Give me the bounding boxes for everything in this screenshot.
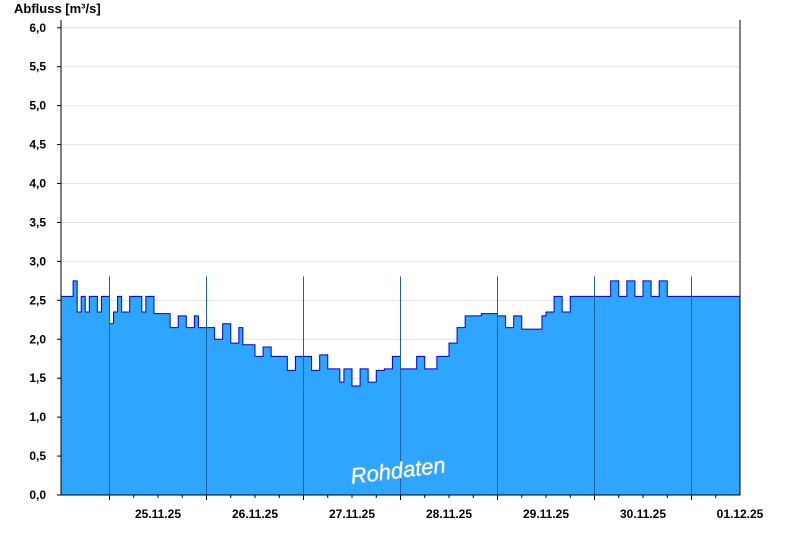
y-tick-label: 1,5 xyxy=(29,371,46,385)
y-tick-label: 3,0 xyxy=(29,254,46,268)
y-tick-label: 5,0 xyxy=(29,99,46,113)
x-tick-label: 27.11.25 xyxy=(329,507,375,521)
x-tick-label: 30.11.25 xyxy=(620,507,666,521)
x-ticks: 25.11.25 26.11.25 27.11.25 28.11.25 29.11.25… xyxy=(109,495,764,521)
y-tick-label: 2,0 xyxy=(29,332,46,346)
y-tick-label: 5,5 xyxy=(29,60,46,74)
y-tick-label: 3,5 xyxy=(29,215,46,229)
x-tick-label: 01.12.25 xyxy=(717,507,764,521)
y-tick-label: 4,5 xyxy=(29,138,46,152)
y-tick-label: 0,5 xyxy=(29,449,46,463)
y-tick-label: 0,0 xyxy=(29,488,46,502)
x-tick-label: 26.11.25 xyxy=(232,507,278,521)
y-ticks: 0,0 0,5 1,0 1,5 2,0 2,5 3,0 3,5 4,0 4,5 5,0 5,5 6,0 xyxy=(29,21,61,502)
y-tick-label: 6,0 xyxy=(29,21,46,35)
y-tick-label: 4,0 xyxy=(29,177,46,191)
x-tick-label: 28.11.25 xyxy=(426,507,472,521)
y-tick-label: 1,0 xyxy=(29,410,46,424)
day-separators xyxy=(109,276,692,495)
x-tick-label: 29.11.25 xyxy=(523,507,569,521)
x-tick-label: 25.11.25 xyxy=(135,507,181,521)
y-tick-label: 2,5 xyxy=(29,293,46,307)
y-axis-label: Abfluss [m³/s] xyxy=(14,1,101,16)
